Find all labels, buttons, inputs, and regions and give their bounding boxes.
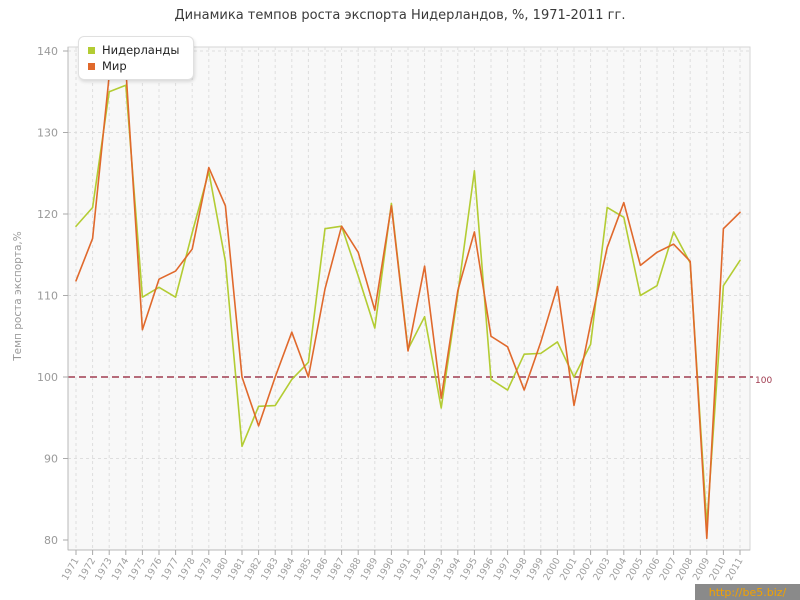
legend-item-netherlands: Нидерланды bbox=[88, 42, 179, 58]
svg-text:140: 140 bbox=[37, 45, 58, 58]
x-axis-labels: 1971197219731974197519761977197819791980… bbox=[60, 556, 746, 582]
svg-text:100: 100 bbox=[37, 371, 58, 384]
reference-line-label: 100 bbox=[755, 376, 773, 386]
axis-ticks bbox=[63, 50, 741, 555]
netherlands-series-marker-icon bbox=[88, 46, 95, 54]
plot-area bbox=[67, 46, 751, 551]
legend-item-world: Мир bbox=[88, 58, 179, 74]
chart-legend: Нидерланды Мир bbox=[78, 36, 195, 80]
y-axis-labels: 80 90 100 110 120 130 140 bbox=[37, 45, 58, 547]
svg-text:2011: 2011 bbox=[724, 556, 746, 582]
svg-text:130: 130 bbox=[37, 127, 58, 140]
y-axis-title: Темп роста экспорта,% bbox=[12, 231, 24, 361]
legend-label-netherlands: Нидерланды bbox=[102, 43, 180, 57]
chart-title: Динамика темпов роста экспорта Нидерланд… bbox=[174, 8, 626, 23]
axes-spines bbox=[67, 47, 750, 551]
svg-text:80: 80 bbox=[44, 534, 58, 547]
world-series-marker-icon bbox=[88, 62, 95, 70]
svg-text:120: 120 bbox=[37, 208, 58, 221]
svg-text:90: 90 bbox=[44, 453, 58, 466]
watermark-link[interactable]: http://be5.biz/ bbox=[695, 584, 800, 600]
legend-label-world: Мир bbox=[102, 59, 127, 73]
svg-text:110: 110 bbox=[37, 290, 58, 303]
world-line bbox=[75, 67, 741, 540]
